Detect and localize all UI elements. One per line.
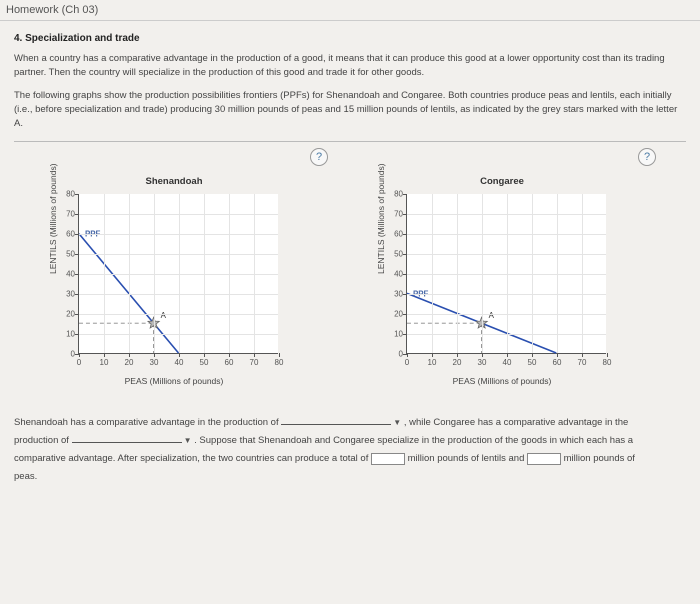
question-heading: 4. Specialization and trade <box>14 33 686 44</box>
tick-label: 30 <box>59 290 75 299</box>
chart-shenandoah: ? Shenandoah LENTILS (Millions of pounds… <box>14 146 334 396</box>
tick-label: 40 <box>503 358 512 367</box>
tick-label: 70 <box>59 210 75 219</box>
tick-label: 40 <box>387 270 403 279</box>
tick-label: 20 <box>453 358 462 367</box>
number-input-peas[interactable] <box>527 453 561 465</box>
plot-area-2: PPFA 0010102020303040405050606070708080 <box>406 194 606 354</box>
dropdown-blank-2[interactable] <box>72 433 182 443</box>
tick-label: 70 <box>387 210 403 219</box>
tick-label: 30 <box>150 358 159 367</box>
tick-label: 50 <box>200 358 209 367</box>
tick-label: 60 <box>387 230 403 239</box>
tick-label: 60 <box>225 358 234 367</box>
tick-label: 0 <box>387 350 403 359</box>
tick-label: 80 <box>275 358 284 367</box>
tick-label: 30 <box>478 358 487 367</box>
y-axis-label-2: LENTILS (Millions of pounds) <box>376 164 386 275</box>
plot-area-1: PPFA 0010102020303040405050606070708080 <box>78 194 278 354</box>
fill-in-section: Shenandoah has a comparative advantage i… <box>14 414 686 486</box>
dropdown-blank-1[interactable] <box>281 415 391 425</box>
tick-label: 10 <box>59 330 75 339</box>
tick-label: 10 <box>428 358 437 367</box>
chevron-down-icon[interactable]: ▼ <box>184 433 192 448</box>
tick-label: 40 <box>59 270 75 279</box>
paragraph-1: When a country has a comparative advanta… <box>14 52 686 81</box>
x-axis-label-1: PEAS (Millions of pounds) <box>125 376 224 386</box>
tick-label: 50 <box>59 250 75 259</box>
fill-text: . Suppose that Shenandoah and Congaree s… <box>194 435 633 446</box>
y-axis-label-1: LENTILS (Millions of pounds) <box>48 164 58 275</box>
tick-label: 20 <box>59 310 75 319</box>
fill-text: comparative advantage. After specializat… <box>14 453 371 464</box>
tick-label: 0 <box>59 350 75 359</box>
tick-label: 0 <box>77 358 81 367</box>
fill-text: peas. <box>14 471 37 482</box>
fill-text: , while Congaree has a comparative advan… <box>404 417 628 428</box>
tick-label: 60 <box>553 358 562 367</box>
svg-text:A: A <box>489 311 495 320</box>
fill-text: million pounds of lentils and <box>408 453 527 464</box>
tick-label: 10 <box>387 330 403 339</box>
help-icon[interactable]: ? <box>310 148 328 166</box>
charts-row: ? Shenandoah LENTILS (Millions of pounds… <box>14 146 686 396</box>
tick-label: 70 <box>250 358 259 367</box>
svg-text:A: A <box>161 311 167 320</box>
tick-label: 20 <box>125 358 134 367</box>
content-area: 4. Specialization and trade When a count… <box>0 21 700 494</box>
tick-label: 80 <box>387 190 403 199</box>
chart-title-2: Congaree <box>480 176 524 187</box>
tick-label: 50 <box>528 358 537 367</box>
chevron-down-icon[interactable]: ▼ <box>393 415 401 430</box>
tick-label: 20 <box>387 310 403 319</box>
fill-text: production of <box>14 435 72 446</box>
number-input-lentils[interactable] <box>371 453 405 465</box>
chart-congaree: ? Congaree LENTILS (Millions of pounds) … <box>342 146 662 396</box>
divider <box>14 141 686 142</box>
help-icon[interactable]: ? <box>638 148 656 166</box>
paragraph-2: The following graphs show the production… <box>14 89 686 132</box>
tick-label: 50 <box>387 250 403 259</box>
x-axis-label-2: PEAS (Millions of pounds) <box>453 376 552 386</box>
tick-label: 40 <box>175 358 184 367</box>
tick-label: 10 <box>100 358 109 367</box>
tick-label: 70 <box>578 358 587 367</box>
tick-label: 30 <box>387 290 403 299</box>
tick-label: 0 <box>405 358 409 367</box>
tick-label: 60 <box>59 230 75 239</box>
fill-text: Shenandoah has a comparative advantage i… <box>14 417 281 428</box>
fill-text: million pounds of <box>564 453 635 464</box>
chart-title-1: Shenandoah <box>145 176 202 187</box>
tick-label: 80 <box>59 190 75 199</box>
page-header: Homework (Ch 03) <box>0 0 700 21</box>
tick-label: 80 <box>603 358 612 367</box>
